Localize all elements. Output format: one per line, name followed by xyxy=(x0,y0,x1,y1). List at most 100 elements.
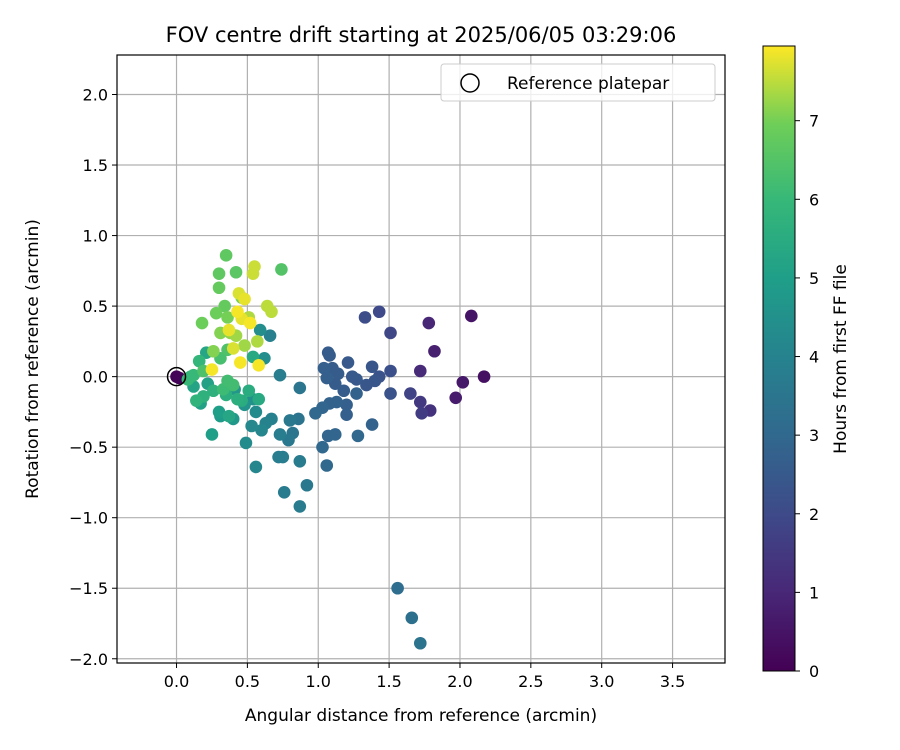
data-point xyxy=(196,317,209,330)
data-point xyxy=(284,414,297,427)
x-tick-label: 2.0 xyxy=(447,672,472,691)
chart-title: FOV centre drift starting at 2025/06/05 … xyxy=(166,23,677,47)
x-axis-label: Angular distance from reference (arcmin) xyxy=(245,706,597,726)
y-tick-label: 0.5 xyxy=(83,297,108,316)
x-tick-label: 2.5 xyxy=(518,672,543,691)
data-point xyxy=(210,307,223,320)
x-tick-label: 0.0 xyxy=(164,672,189,691)
data-point xyxy=(309,407,322,420)
data-point xyxy=(213,281,226,294)
data-point xyxy=(231,393,244,406)
y-axis-ticks: −2.0 −1.5 −1.0 −0.5 0.0 0.5 1.0 1.5 2.0 xyxy=(69,85,117,668)
data-point xyxy=(428,345,441,358)
data-point xyxy=(223,324,236,337)
colorbar-tick-label: 2 xyxy=(809,505,819,524)
data-point xyxy=(248,260,261,273)
data-point xyxy=(234,356,247,369)
y-tick-label: −1.0 xyxy=(69,509,108,528)
colorbar-ticks: 0 1 2 3 4 5 6 7 xyxy=(795,112,819,681)
data-point xyxy=(404,387,417,400)
data-point xyxy=(465,310,478,323)
data-point xyxy=(342,356,355,369)
data-point xyxy=(275,263,288,276)
data-point xyxy=(414,365,427,378)
colorbar-gradient xyxy=(763,46,795,671)
y-tick-label: 1.0 xyxy=(83,227,108,246)
data-point xyxy=(220,249,233,262)
plot-frame xyxy=(117,55,725,663)
data-point xyxy=(230,266,243,279)
data-point xyxy=(245,420,258,433)
data-point xyxy=(415,407,428,420)
data-point xyxy=(422,317,435,330)
colorbar-tick-label: 1 xyxy=(809,583,819,602)
data-point xyxy=(301,479,314,492)
data-point xyxy=(391,582,404,595)
data-point xyxy=(366,360,379,373)
colorbar: 0 1 2 3 4 5 6 7 Hours from first FF file xyxy=(763,46,851,681)
data-point xyxy=(238,339,251,352)
data-point xyxy=(231,305,244,318)
data-point xyxy=(274,369,287,382)
x-tick-label: 1.0 xyxy=(306,672,331,691)
data-point xyxy=(261,300,274,313)
data-point xyxy=(206,428,219,441)
data-point xyxy=(373,305,386,318)
data-point xyxy=(294,455,307,468)
data-point xyxy=(294,500,307,513)
data-point xyxy=(457,376,470,389)
y-tick-label: 0.0 xyxy=(83,368,108,387)
data-point xyxy=(405,612,418,625)
data-point xyxy=(251,335,264,348)
colorbar-tick-label: 7 xyxy=(809,112,819,131)
data-point xyxy=(384,387,397,400)
colorbar-tick-label: 5 xyxy=(809,269,819,288)
data-point xyxy=(278,486,291,499)
data-point xyxy=(414,396,427,409)
data-point xyxy=(322,430,335,443)
y-axis-label: Rotation from reference (arcmin) xyxy=(23,219,43,499)
grid-lines xyxy=(117,55,725,663)
x-tick-label: 3.5 xyxy=(660,672,685,691)
data-point xyxy=(223,410,236,423)
x-tick-label: 0.5 xyxy=(235,672,260,691)
data-point xyxy=(227,342,240,355)
data-point xyxy=(359,311,372,324)
data-point xyxy=(414,637,427,650)
legend: Reference platepar xyxy=(441,64,715,101)
y-tick-label: 2.0 xyxy=(83,85,108,104)
x-tick-label: 1.5 xyxy=(376,672,401,691)
data-point xyxy=(478,370,491,383)
x-tick-label: 3.0 xyxy=(589,672,614,691)
data-point xyxy=(207,345,220,358)
legend-label: Reference platepar xyxy=(507,74,669,94)
data-point xyxy=(320,372,333,385)
data-point xyxy=(244,317,257,330)
data-point xyxy=(449,391,462,404)
data-point xyxy=(274,428,287,441)
data-point xyxy=(238,293,251,306)
y-tick-label: −2.0 xyxy=(69,650,108,669)
colorbar-tick-label: 0 xyxy=(809,662,819,681)
data-point xyxy=(252,393,265,406)
colorbar-label: Hours from first FF file xyxy=(831,264,851,454)
colorbar-tick-label: 6 xyxy=(809,190,819,209)
data-point xyxy=(206,363,219,376)
data-point xyxy=(384,365,397,378)
data-point xyxy=(252,359,265,372)
data-point xyxy=(294,382,307,395)
data-point xyxy=(350,387,363,400)
y-tick-label: −0.5 xyxy=(69,438,108,457)
data-point xyxy=(250,461,263,474)
data-point xyxy=(227,379,240,392)
y-tick-label: −1.5 xyxy=(69,579,108,598)
x-axis-ticks: 0.0 0.5 1.0 1.5 2.0 2.5 3.0 3.5 xyxy=(164,663,685,691)
data-point xyxy=(346,370,359,383)
colorbar-tick-label: 4 xyxy=(809,348,819,367)
data-point xyxy=(320,459,333,472)
data-point xyxy=(340,408,353,421)
colorbar-tick-label: 3 xyxy=(809,426,819,445)
data-point xyxy=(352,430,365,443)
scatter-points xyxy=(168,249,491,650)
